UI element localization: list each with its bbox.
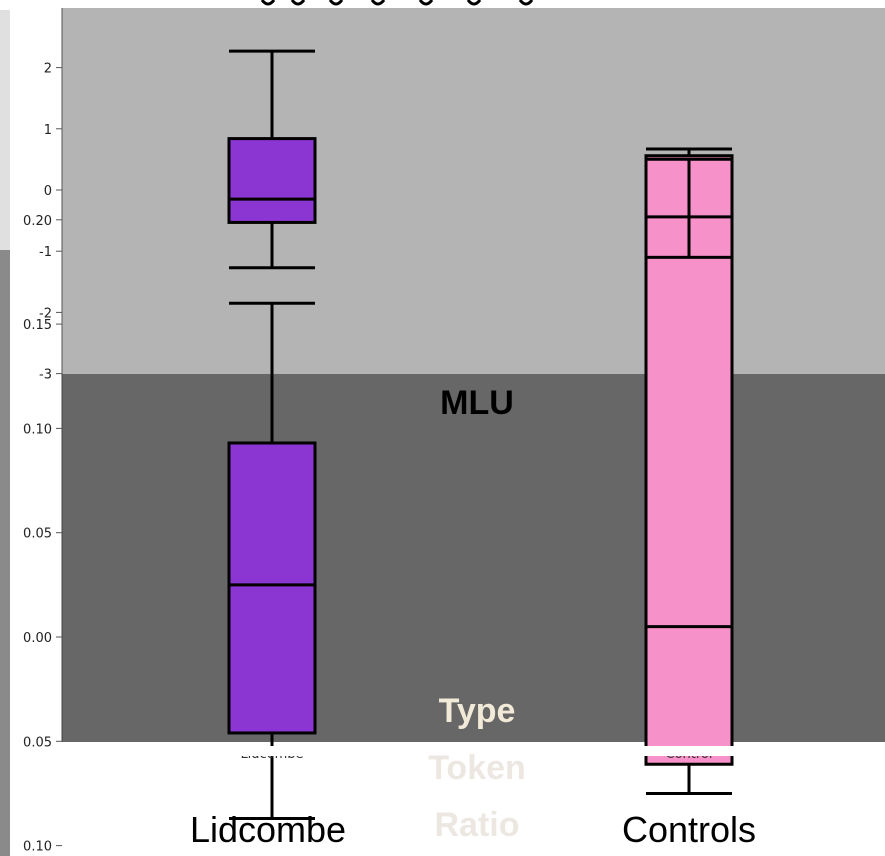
label-crop-mask-2 xyxy=(560,746,820,756)
y-tick-label: 0.10 xyxy=(23,422,52,437)
left-edge-strip-dark xyxy=(0,250,10,856)
y-tick-label: 0.05 xyxy=(23,735,52,750)
ttr-title-line3: Ratio xyxy=(435,806,520,844)
y-tick-label: -2 xyxy=(39,306,52,321)
iqr-box xyxy=(227,441,317,735)
mlu-title: MLU xyxy=(440,384,514,422)
y-tick-label: 2 xyxy=(44,62,52,77)
y-tick-label: -1 xyxy=(39,245,52,260)
cropped-title-fragment xyxy=(260,0,534,6)
mlu-panel xyxy=(62,8,885,374)
y-tick-label: 0.20 xyxy=(23,214,52,229)
y-tick-label: 0.05 xyxy=(23,527,52,542)
ttr-title-line1: Type xyxy=(439,692,516,730)
ttr-panel xyxy=(62,374,885,742)
iqr-box xyxy=(644,255,734,766)
y-tick-label: 0.00 xyxy=(23,631,52,646)
box-lidcombe xyxy=(227,301,317,820)
label-crop-mask xyxy=(150,746,430,756)
box-lidcombe xyxy=(227,49,317,270)
y-tick-label: 1 xyxy=(44,123,52,138)
ttr-title-line2: Token xyxy=(428,749,526,787)
box-control xyxy=(644,157,734,795)
y-tick-label: -3 xyxy=(39,368,52,383)
left-edge-strip xyxy=(0,10,10,250)
y-tick-label: 0.10 xyxy=(23,840,52,855)
iqr-box xyxy=(227,137,317,224)
group-label-lidcombe: Lidcombe xyxy=(190,809,346,850)
group-label-controls: Controls xyxy=(622,809,756,850)
mlu-y-ticks: 2 1 0 -1 -2 -3 xyxy=(39,62,62,383)
y-tick-label: 0.15 xyxy=(23,318,52,333)
ttr-y-ticks: 0.20 0.15 0.10 0.05 0.00 0.05 0.10 xyxy=(23,214,62,855)
y-tick-label: 0 xyxy=(44,184,52,199)
ttr-boxes xyxy=(227,157,734,820)
